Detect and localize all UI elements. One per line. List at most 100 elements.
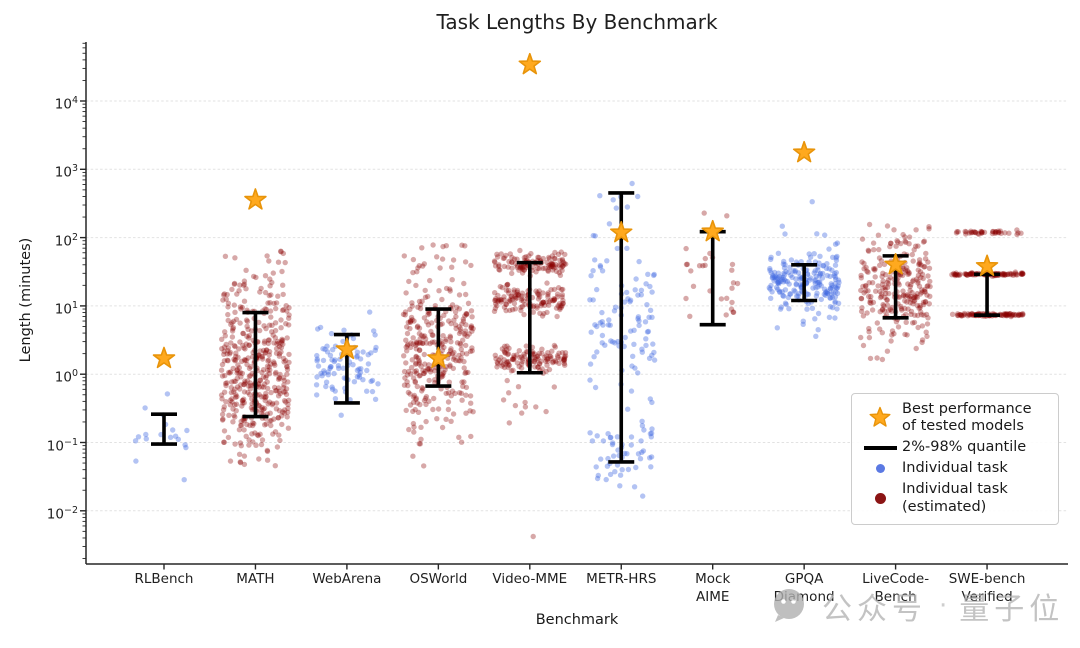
scatter-point [635,451,642,457]
scatter-point [271,340,277,346]
scatter-point [595,472,601,479]
scatter-point [416,347,423,353]
scatter-point [504,282,510,288]
scatter-point [637,456,644,462]
scatter-point [535,265,541,271]
scatter-point [815,327,821,333]
scatter-point [560,297,566,304]
scatter-point [915,267,921,273]
scatter-point [886,281,892,287]
scatter-point [246,335,252,341]
scatter-point [424,319,430,325]
scatter-point [255,432,262,439]
scatter-point [446,318,452,324]
scatter-point [861,266,867,272]
scatter-point [413,354,419,360]
scatter-point [281,398,288,404]
scatter-point [631,484,638,490]
scatter-point [261,323,267,329]
scatter-point [270,400,276,407]
scatter-point [184,427,190,434]
scatter-point [272,463,278,469]
scatter-point [809,199,815,205]
scatter-point [272,429,279,435]
scatter-point [1017,312,1023,318]
scatter-point [369,388,376,395]
scatter-point [547,262,553,268]
scatter-point [401,368,408,375]
scatter-point [869,280,876,286]
scatter-point [410,420,417,427]
scatter-point [549,260,555,266]
scatter-point [498,297,505,303]
scatter-point [966,271,972,277]
scatter-point [372,347,378,353]
scatter-point [826,314,833,320]
scatter-point [617,472,624,478]
scatter-point [328,330,335,337]
scatter-point [646,355,653,361]
scatter-point [860,342,867,349]
scatter-point [904,292,910,298]
scatter-point [447,333,453,339]
scatter-point [916,257,923,263]
scatter-point [825,290,831,297]
scatter-point [549,253,555,259]
scatter-point [506,345,512,351]
scatter-point [262,306,268,312]
scatter-point [969,310,975,317]
scatter-point [464,333,470,339]
scatter-point [240,417,246,423]
scatter-point [440,373,446,379]
scatter-point [913,294,919,300]
scatter-point [767,265,773,272]
scatter-point [647,431,654,437]
scatter-point [951,271,957,278]
scatter-point [1001,271,1008,278]
scatter-point [628,328,634,334]
scatter-point [602,342,608,348]
scatter-point [639,346,645,352]
scatter-point [241,345,247,351]
scatter-point [819,275,826,281]
scatter-point [508,368,515,374]
scatter-point [822,292,829,298]
scatter-point [539,301,545,307]
scatter-point [772,273,778,279]
scatter-point [276,432,282,438]
scatter-point [537,294,543,300]
scatter-point [440,333,446,339]
scatter-point [243,341,249,347]
scatter-point [514,289,520,295]
scatter-point [793,276,799,282]
scatter-point [639,418,645,424]
scatter-point [275,385,282,391]
scatter-point [265,401,271,407]
scatter-point [919,323,926,329]
scatter-point [276,340,282,346]
scatter-point [260,347,267,354]
scatter-point [975,230,981,237]
scatter-point [535,254,541,260]
scatter-point [267,308,274,314]
scatter-point [233,350,239,356]
scatter-point [535,364,541,370]
scatter-point [522,301,528,308]
scatter-point [401,382,408,388]
scatter-point [258,410,265,416]
scatter-point [972,229,978,235]
scatter-point [227,351,233,357]
scatter-point [906,295,913,301]
scatter-point [417,302,424,308]
scatter-point [542,265,548,271]
scatter-point [443,390,449,397]
scatter-point [412,406,418,413]
scatter-point [869,307,876,313]
scatter-point [241,281,248,287]
scatter-point [1001,270,1007,277]
scatter-point [223,380,229,387]
scatter-point [790,268,797,274]
scatter-point [248,405,255,411]
scatter-point [495,298,501,304]
scatter-point [505,351,511,358]
